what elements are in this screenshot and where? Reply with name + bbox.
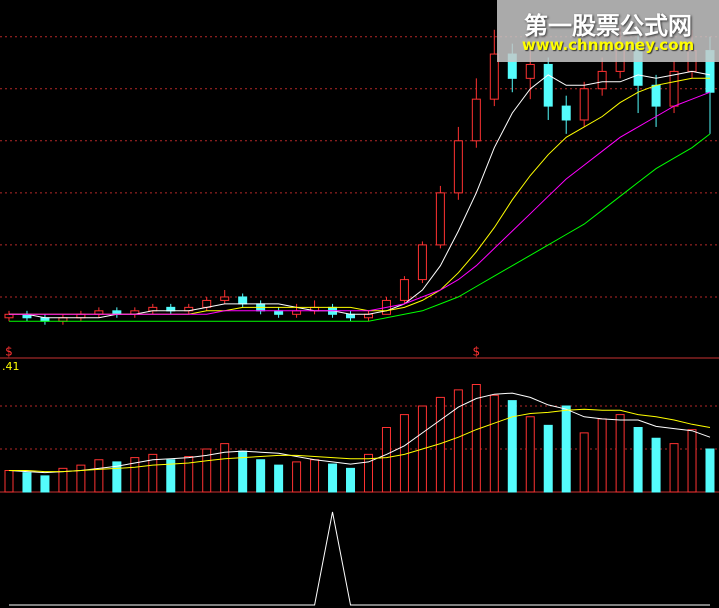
volume-bar	[705, 448, 715, 493]
line	[9, 511, 710, 606]
candle-body	[346, 313, 356, 319]
volume-bar	[687, 429, 697, 493]
line	[9, 408, 711, 473]
volume-bar	[76, 464, 86, 493]
volume-bar	[453, 389, 463, 493]
signal-marker: $	[473, 345, 481, 359]
candle-body	[4, 313, 14, 319]
candle-body	[112, 310, 122, 315]
line	[9, 91, 711, 315]
volume-bar	[112, 461, 122, 493]
volume-bar	[651, 437, 661, 493]
candle-body	[597, 70, 607, 90]
watermark-url: www.chnmoney.com	[521, 36, 695, 54]
candle-body	[651, 84, 661, 107]
volume-bar	[543, 424, 553, 493]
candle-body	[363, 313, 373, 319]
volume-bar	[381, 427, 391, 493]
volume-bar	[148, 453, 158, 493]
line	[8, 392, 711, 474]
candle-body	[453, 140, 463, 194]
candle-body	[399, 279, 409, 301]
volume-bar	[256, 459, 266, 493]
candle-body	[76, 313, 86, 319]
volume-bar	[94, 459, 104, 493]
volume-bar	[310, 459, 320, 493]
candle-body	[471, 98, 481, 142]
volume-bar	[220, 443, 230, 493]
volume-bar	[166, 459, 176, 493]
volume-bar	[597, 418, 607, 493]
candle-body	[220, 296, 230, 301]
candle-body	[579, 88, 589, 121]
line	[9, 133, 711, 322]
candle-body	[435, 192, 445, 246]
signal-marker: $	[5, 345, 13, 359]
candle-body	[202, 299, 212, 308]
volume-bar	[471, 384, 481, 493]
volume-bar	[292, 461, 302, 493]
candle-body	[669, 70, 679, 107]
volume-bar	[184, 456, 194, 493]
candle-body	[94, 310, 104, 315]
volume-bar	[561, 405, 571, 493]
volume-bar	[346, 467, 356, 493]
watermark-title: 第一股票公式网	[524, 12, 692, 40]
candle-body	[417, 244, 427, 281]
volume-bar	[58, 467, 68, 493]
candle-body	[543, 63, 553, 107]
candle-body	[525, 63, 535, 79]
volume-bar	[202, 448, 212, 493]
volume-bar	[40, 475, 50, 493]
candle-body	[238, 296, 248, 305]
volume-bar	[525, 416, 535, 493]
volume-bar	[22, 472, 32, 493]
candle-body	[489, 53, 499, 100]
candle-body	[561, 105, 571, 121]
watermark: 第一股票公式网 www.chnmoney.com	[497, 0, 719, 62]
candle-body	[292, 310, 302, 315]
volume-bar	[579, 432, 589, 493]
volume-bar	[669, 443, 679, 493]
volume-bar	[489, 394, 499, 493]
volume-bar	[633, 427, 643, 493]
volume-bar	[363, 453, 373, 493]
indicator-label: .41	[2, 360, 20, 373]
volume-bar	[507, 400, 517, 493]
volume-bar	[274, 464, 284, 493]
candle-body	[274, 310, 284, 315]
volume-bar	[615, 414, 625, 493]
volume-bar	[4, 470, 14, 493]
volume-bar	[130, 457, 140, 493]
volume-bar	[328, 463, 338, 493]
